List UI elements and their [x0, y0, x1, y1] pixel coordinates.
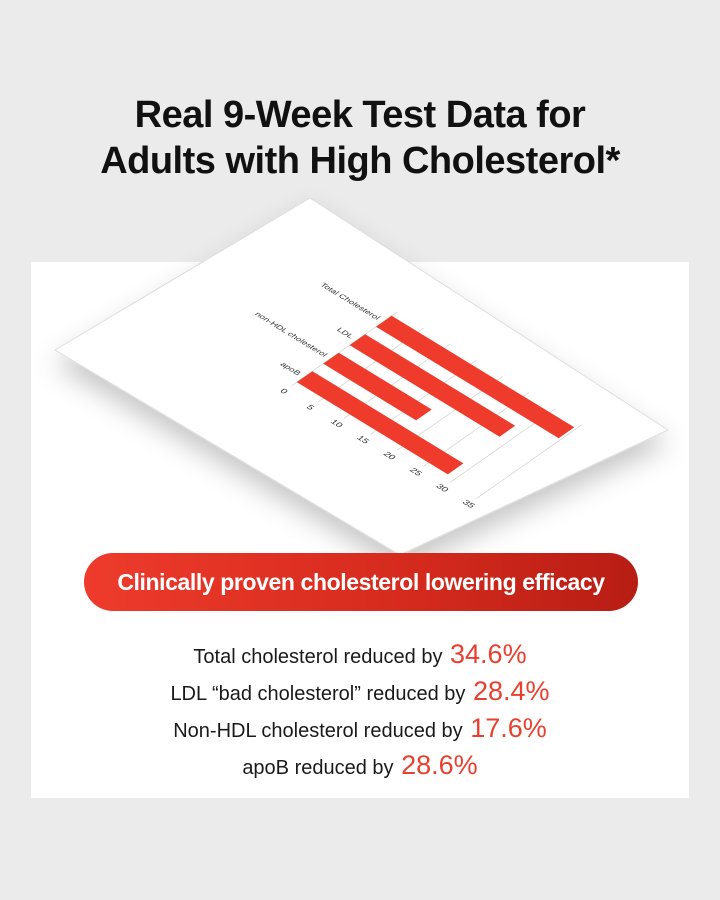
- stats-list: Total cholesterol reduced by 34.6% LDL “…: [31, 636, 689, 784]
- stat-value: 28.4%: [472, 676, 550, 706]
- stat-label: Total cholesterol reduced by: [193, 646, 443, 668]
- stat-total-cholesterol: Total cholesterol reduced by 34.6%: [31, 636, 689, 673]
- stat-value: 17.6%: [470, 713, 547, 743]
- stat-value: 28.6%: [401, 750, 478, 780]
- stat-label: LDL “bad cholesterol” reduced by: [170, 683, 466, 705]
- efficacy-badge-label: Clinically proven cholesterol lowering e…: [117, 568, 605, 595]
- stat-non-hdl: Non-HDL cholesterol reduced by 17.6%: [31, 710, 689, 747]
- stat-label: Non-HDL cholesterol reduced by: [173, 720, 463, 742]
- title-line-2: Adults with High Cholesterol*: [100, 140, 620, 182]
- title-line-1: Real 9-Week Test Data for: [134, 94, 586, 136]
- stat-ldl: LDL “bad cholesterol” reduced by 28.4%: [31, 673, 689, 710]
- stat-apob: apoB reduced by 28.6%: [31, 747, 689, 784]
- efficacy-badge: Clinically proven cholesterol lowering e…: [84, 553, 638, 611]
- stat-label: apoB reduced by: [242, 757, 394, 779]
- page-title: Real 9-Week Test Data for Adults with Hi…: [0, 92, 720, 184]
- stat-value: 34.6%: [450, 639, 527, 669]
